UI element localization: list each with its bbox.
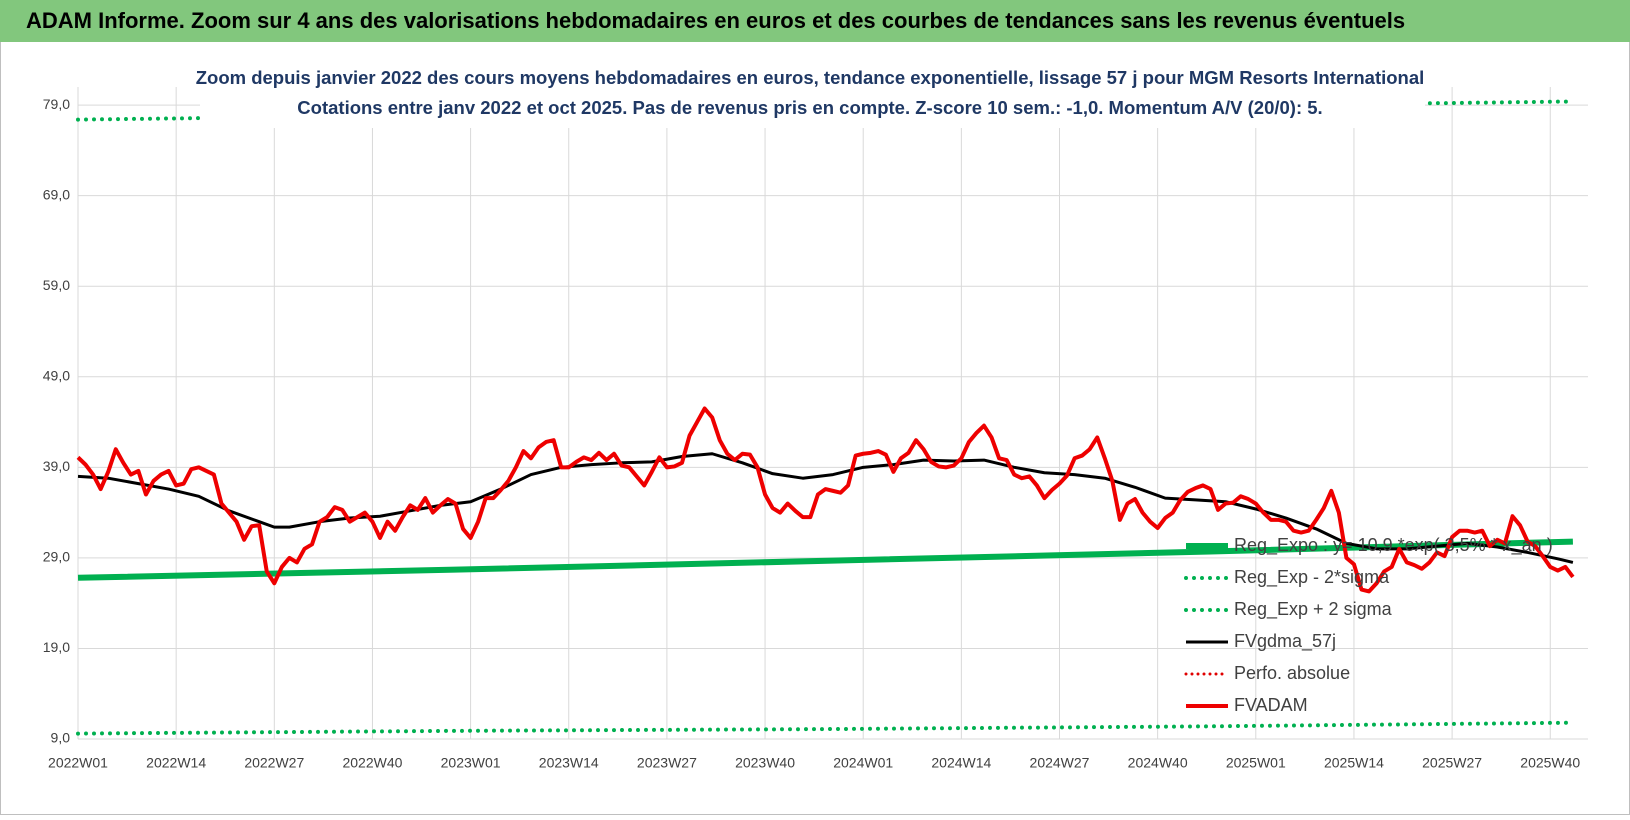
y-tick-label: 19,0	[43, 639, 70, 655]
chart-subtitle: Cotations entre janv 2022 et oct 2025. P…	[297, 97, 1322, 118]
x-tick-label: 2023W27	[637, 755, 697, 771]
x-tick-label: 2023W40	[735, 755, 795, 771]
y-tick-label: 49,0	[43, 367, 70, 383]
x-tick-label: 2022W01	[48, 755, 108, 771]
legend-label: Perfo. absolue	[1234, 663, 1350, 683]
legend-label: FVADAM	[1234, 695, 1308, 715]
x-tick-label: 2025W01	[1226, 755, 1286, 771]
legend-label: Reg_Exp - 2*sigma	[1234, 567, 1390, 588]
x-tick-label: 2024W27	[1030, 755, 1090, 771]
chart-title: Zoom depuis janvier 2022 des cours moyen…	[196, 67, 1425, 88]
x-tick-label: 2022W40	[342, 755, 402, 771]
legend: Reg_Expo : y= 10,9 *exp( 3,5% * x_an ) Re…	[1184, 535, 1553, 715]
x-tick-label: 2023W01	[441, 755, 501, 771]
y-tick-label: 9,0	[51, 730, 71, 746]
x-tick-label: 2022W27	[244, 755, 304, 771]
y-tick-label: 79,0	[43, 96, 70, 112]
legend-label: Reg_Expo : y= 10,9 *exp( 3,5% * x_an )	[1234, 535, 1553, 556]
x-tick-label: 2024W01	[833, 755, 893, 771]
x-tick-label: 2025W14	[1324, 755, 1384, 771]
header-title: ADAM Informe. Zoom sur 4 ans des valoris…	[26, 8, 1405, 33]
header-bar	[0, 0, 1630, 42]
plot-area: 9,0 19,0 29,0 39,0 49,0 59,0 69,0 79,0 2022W01 20…	[43, 87, 1588, 771]
x-tick-label: 2025W40	[1520, 755, 1580, 771]
series-line	[77, 452, 1574, 564]
legend-label: Reg_Exp + 2 sigma	[1234, 599, 1393, 620]
legend-label: FVgdma_57j	[1234, 631, 1336, 652]
x-tick-label: 2022W14	[146, 755, 206, 771]
y-tick-label: 29,0	[43, 549, 70, 565]
x-tick-label: 2023W14	[539, 755, 599, 771]
x-tick-label: 2025W27	[1422, 755, 1482, 771]
title-box	[200, 62, 1425, 128]
x-tick-label: 2024W14	[931, 755, 991, 771]
y-tick-label: 39,0	[43, 458, 70, 474]
y-tick-label: 69,0	[43, 186, 70, 202]
y-tick-label: 59,0	[43, 277, 70, 293]
x-tick-label: 2024W40	[1128, 755, 1188, 771]
series-line	[76, 406, 1575, 594]
series-line	[77, 538, 1573, 581]
